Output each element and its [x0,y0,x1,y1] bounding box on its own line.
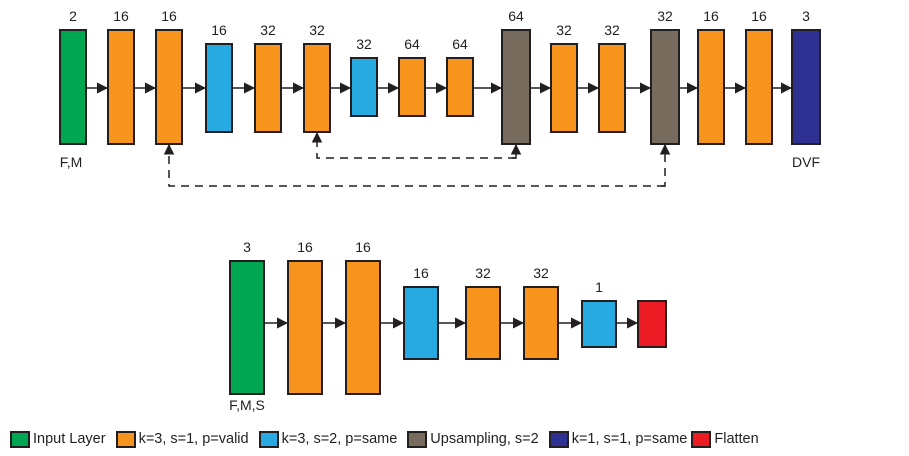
bottom-block-5-conv-valid [465,286,501,360]
legend-item-conv-valid: k=3, s=1, p=valid [115,430,249,448]
legend: Input Layer k=3, s=1, p=valid k=3, s=2, p=… [10,428,759,450]
top-block-16-output-conv [791,29,821,145]
top-channel-label-13: 32 [657,8,673,24]
top-channel-label-9: 64 [452,36,468,52]
top-channel-label-11: 32 [556,22,572,38]
top-channel-label-4: 16 [211,22,227,38]
legend-item-output-conv: k=1, s=1, p=same [548,430,688,448]
legend-swatch [10,430,30,448]
skip-connection-arrow [163,143,665,187]
top-block-12-conv-valid [598,43,626,133]
top-block-5-conv-valid [254,43,282,133]
top-block-4-conv-stride [205,43,233,133]
bottom-channel-label-4: 16 [413,265,429,281]
top-block-11-conv-valid [550,43,578,133]
top-channel-label-16: 3 [802,8,810,24]
skip-connection-arrow [659,143,671,187]
legend-swatch [691,430,712,448]
top-block-2-conv-valid [107,29,135,145]
top-block-6-conv-valid [303,43,331,133]
top-block-10-upsampling [501,29,531,145]
top-block-8-conv-valid [398,57,426,117]
legend-label: k=3, s=1, p=valid [138,431,249,447]
bottom-channel-label-3: 16 [355,239,371,255]
legend-swatch [407,430,428,448]
bottom-block-8-flatten [637,300,667,348]
skip-connection-arrow [311,131,516,159]
legend-label: k=1, s=1, p=same [571,431,688,447]
bottom-channel-label-7: 1 [595,279,603,295]
top-channel-label-8: 64 [404,36,420,52]
top-channel-label-2: 16 [113,8,129,24]
discriminator-network: 3 16 16 16 32 32 1 F,M,S [229,239,667,413]
top-block-15-conv-valid [745,29,773,145]
top-block-14-conv-valid [697,29,725,145]
top-block-1-input [59,29,87,145]
bottom-block-7-conv-stride [581,300,617,348]
bottom-block-3-conv-valid [345,260,381,395]
top-channel-label-7: 32 [356,36,372,52]
top-block-13-upsampling [650,29,680,145]
legend-swatch [258,430,279,448]
legend-label: Upsampling, s=2 [430,431,539,447]
skip-connection-arrow [510,143,522,159]
top-block-3-conv-valid [155,29,183,145]
top-channel-label-1: 2 [69,8,77,24]
top-channel-label-12: 32 [604,22,620,38]
top-block-9-conv-valid [446,57,474,117]
top-channel-label-3: 16 [161,8,177,24]
legend-swatch [548,430,569,448]
bottom-block-1-input [229,260,265,395]
top-channel-label-6: 32 [309,22,325,38]
legend-label: Flatten [714,431,759,447]
top-block-7-conv-stride [350,57,378,117]
bottom-block-4-conv-stride [403,286,439,360]
top-channel-label-14: 16 [703,8,719,24]
bottom-channel-label-2: 16 [297,239,313,255]
bottom-block-6-conv-valid [523,286,559,360]
top-channel-label-15: 16 [751,8,767,24]
top-channel-label-10: 64 [508,8,524,24]
bottom-channel-label-6: 32 [533,265,549,281]
top-channel-label-5: 32 [260,22,276,38]
bottom-channel-label-1: 3 [243,239,251,255]
bottom-channel-label-5: 32 [475,265,491,281]
legend-item-upsampling: Upsampling, s=2 [407,430,539,448]
legend-item-input: Input Layer [10,430,106,448]
legend-label: k=3, s=2, p=same [281,431,398,447]
bottom-input-label: F,M,S [229,397,265,413]
top-output-label: DVF [792,154,820,170]
registration-network: 2 16 16 16 32 32 32 64 64 64 32 32 32 16 16 3 F,M DVF [59,8,821,187]
bottom-block-2-conv-valid [287,260,323,395]
architecture-diagram: 2 16 16 16 32 32 32 64 64 64 32 32 32 16 16 3 F,M DVF 3 16… [59,8,821,413]
top-input-label: F,M [60,154,83,170]
legend-label: Input Layer [33,431,106,447]
legend-item-flatten: Flatten [691,430,759,448]
legend-item-conv-stride: k=3, s=2, p=same [258,430,398,448]
legend-swatch [115,430,136,448]
